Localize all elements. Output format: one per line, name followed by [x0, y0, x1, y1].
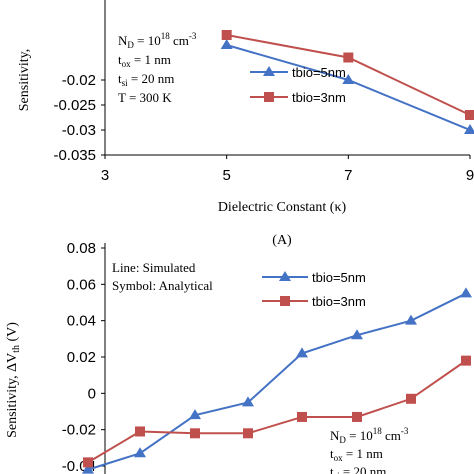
bottom-y-tick-label: 0 [88, 385, 96, 402]
bottom-legend: tbio=5nm tbio=3nm [262, 270, 366, 309]
bottom-annotation-tsi: tsi = 20 nm [330, 464, 386, 474]
top-series-tbio5-point [342, 74, 355, 84]
bottom-series-tbio5-point [189, 409, 201, 420]
top-x-tick-label: 9 [466, 167, 474, 184]
top-x-axis-label: Dielectric Constant (κ) [218, 200, 347, 215]
bottom-series-tbio3-point [406, 393, 416, 404]
bottom-series-tbio3-point [135, 426, 145, 437]
top-panel: Sensitivity, -0.02 -0.025 -0.03 -0.035 3 5 7 9… [17, 0, 474, 248]
bottom-series-tbio5-point [405, 314, 417, 325]
top-legend-marker-2 [264, 92, 274, 102]
bottom-legend-label-1: tbio=5nm [312, 270, 366, 285]
top-legend-label-1: tbio=5nm [292, 65, 346, 80]
bottom-annotation-line: Line: Simulated [112, 260, 196, 275]
bottom-series-tbio5-point [242, 396, 254, 407]
bottom-series-tbio5-point [296, 347, 308, 358]
bottom-y-tick-label: 0.02 [67, 349, 96, 366]
bottom-series-tbio5-point [460, 287, 472, 298]
bottom-legend-marker-2 [280, 296, 290, 306]
bottom-series-tbio5-line [87, 292, 467, 471]
top-y-tick-label: -0.03 [62, 122, 96, 139]
bottom-series-tbio3-line [87, 359, 467, 464]
bottom-annotations: Line: Simulated Symbol: Analytical ND = … [112, 260, 409, 474]
top-series-tbio5-point [464, 124, 474, 134]
bottom-series-tbio5-point [82, 463, 94, 474]
bottom-y-tick-label: 0.08 [67, 240, 96, 257]
top-y-tick-label: -0.02 [62, 72, 96, 89]
top-series-tbio3-point [465, 110, 474, 120]
bottom-series-tbio5-point [134, 447, 146, 458]
bottom-annotation-doping: ND = 1018 cm-3 [330, 426, 409, 445]
bottom-legend-label-2: tbio=3nm [312, 294, 366, 309]
bottom-series-tbio3-point [297, 411, 307, 422]
top-annotation-tox: tox = 1 nm [118, 52, 171, 69]
top-series-tbio3-point [343, 52, 354, 63]
bottom-y-axis-label: Sensitivity, ΔVth (V) [5, 322, 22, 438]
bottom-annotation-tox: tox = 1 nm [330, 446, 383, 463]
bottom-annotation-symbol: Symbol: Analytical [112, 278, 213, 293]
bottom-legend-marker-1 [279, 271, 291, 281]
bottom-series-tbio3-point [243, 428, 253, 439]
bottom-y-tick-label: 0.06 [67, 276, 96, 293]
top-series-tbio3-point [221, 30, 232, 40]
top-legend-marker-1 [263, 66, 275, 76]
bottom-series-tbio3-point [461, 355, 471, 366]
top-series-tbio5-point [220, 39, 233, 49]
top-x-tick-label: 3 [101, 167, 109, 184]
top-y-tick-label: -0.025 [53, 97, 96, 114]
top-legend: tbio=5nm tbio=3nm [250, 65, 346, 105]
top-y-tick-label: -0.035 [53, 147, 96, 164]
top-legend-label-2: tbio=3nm [292, 90, 346, 105]
bottom-y-tick-label: 0.04 [67, 313, 96, 330]
bottom-series-tbio3-point [352, 411, 362, 422]
bottom-panel: Sensitivity, ΔVth (V) 0.08 0.06 0.04 0.02 0 -… [5, 240, 472, 474]
top-annotation-doping: ND = 1018 cm-3 [118, 31, 197, 50]
top-x-tick-label: 5 [222, 167, 230, 184]
bottom-series-tbio3-point [190, 428, 200, 439]
bottom-series-tbio3-point [83, 457, 93, 468]
top-x-tick-label: 7 [344, 167, 352, 184]
panel-label-a: (A) [272, 233, 292, 248]
bottom-series-tbio5-point [351, 329, 363, 340]
top-annotations: ND = 1018 cm-3 tox = 1 nm tsi = 20 nm T … [118, 31, 197, 105]
top-y-axis-label: Sensitivity, [17, 49, 32, 112]
top-annotation-temp: T = 300 K [118, 90, 172, 105]
bottom-y-tick-label: -0.02 [62, 422, 96, 439]
top-annotation-tsi: tsi = 20 nm [118, 71, 174, 88]
